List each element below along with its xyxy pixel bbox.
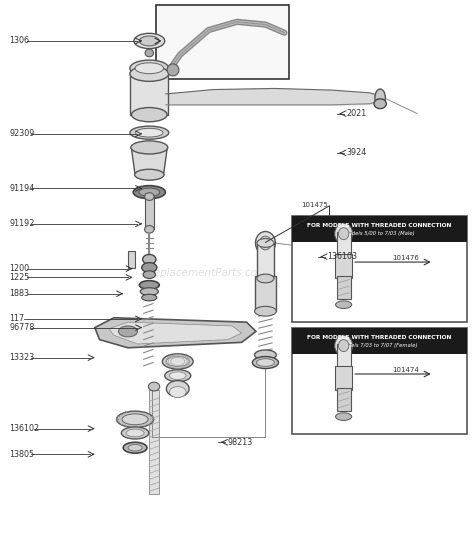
- Text: 1306: 1306: [9, 37, 29, 45]
- Ellipse shape: [130, 60, 169, 76]
- Ellipse shape: [375, 89, 385, 106]
- Text: 96778: 96778: [9, 323, 35, 332]
- Ellipse shape: [133, 186, 165, 199]
- Ellipse shape: [167, 64, 179, 76]
- Text: 13805: 13805: [9, 450, 35, 459]
- Text: 101475: 101475: [301, 202, 328, 207]
- Text: Models 5/00 to 7/03 (Male): Models 5/00 to 7/03 (Male): [344, 231, 414, 236]
- Ellipse shape: [162, 354, 193, 369]
- Ellipse shape: [255, 306, 276, 316]
- Ellipse shape: [139, 36, 159, 46]
- Ellipse shape: [165, 370, 191, 382]
- Ellipse shape: [255, 350, 276, 360]
- Ellipse shape: [135, 63, 164, 74]
- FancyBboxPatch shape: [255, 276, 276, 311]
- Ellipse shape: [170, 372, 186, 379]
- Text: 91192: 91192: [9, 219, 35, 228]
- FancyBboxPatch shape: [145, 197, 154, 229]
- Ellipse shape: [257, 274, 274, 283]
- Ellipse shape: [117, 411, 154, 428]
- FancyBboxPatch shape: [292, 216, 467, 322]
- Text: 92309: 92309: [9, 129, 35, 138]
- FancyBboxPatch shape: [292, 328, 467, 354]
- Ellipse shape: [143, 271, 155, 278]
- Ellipse shape: [142, 294, 157, 301]
- Ellipse shape: [143, 254, 156, 264]
- Polygon shape: [109, 322, 242, 344]
- Text: 1883: 1883: [9, 289, 29, 298]
- Text: 1225: 1225: [9, 273, 30, 282]
- Text: eReplacementParts.com: eReplacementParts.com: [140, 268, 267, 278]
- Text: 136103: 136103: [327, 252, 357, 261]
- Ellipse shape: [336, 413, 352, 420]
- Ellipse shape: [259, 236, 271, 250]
- Ellipse shape: [166, 381, 189, 397]
- Ellipse shape: [145, 225, 154, 233]
- Ellipse shape: [145, 49, 154, 57]
- FancyBboxPatch shape: [149, 390, 159, 494]
- Ellipse shape: [335, 335, 353, 356]
- Text: 13323: 13323: [9, 353, 35, 362]
- Ellipse shape: [142, 263, 157, 272]
- Polygon shape: [131, 147, 167, 175]
- Ellipse shape: [118, 326, 137, 337]
- Ellipse shape: [139, 281, 159, 289]
- Ellipse shape: [121, 427, 149, 439]
- Text: Models 7/03 to 7/07 (Female): Models 7/03 to 7/07 (Female): [340, 343, 418, 348]
- Ellipse shape: [128, 444, 142, 451]
- Text: 3924: 3924: [346, 149, 366, 157]
- FancyBboxPatch shape: [337, 388, 351, 411]
- Text: 98213: 98213: [228, 438, 253, 447]
- Polygon shape: [95, 318, 256, 348]
- FancyBboxPatch shape: [337, 232, 351, 257]
- Ellipse shape: [130, 66, 169, 81]
- Ellipse shape: [131, 141, 168, 154]
- Ellipse shape: [170, 387, 186, 397]
- Ellipse shape: [338, 228, 349, 240]
- Ellipse shape: [374, 99, 386, 109]
- FancyBboxPatch shape: [257, 243, 274, 278]
- Ellipse shape: [126, 429, 144, 437]
- Text: 101476: 101476: [392, 255, 419, 261]
- Text: 117: 117: [9, 314, 25, 323]
- Ellipse shape: [166, 357, 189, 366]
- Ellipse shape: [336, 301, 352, 308]
- FancyBboxPatch shape: [292, 328, 467, 434]
- Ellipse shape: [122, 414, 148, 425]
- Ellipse shape: [136, 128, 163, 137]
- FancyBboxPatch shape: [335, 254, 352, 278]
- Ellipse shape: [131, 108, 167, 122]
- Ellipse shape: [148, 382, 160, 391]
- Ellipse shape: [139, 188, 160, 197]
- FancyBboxPatch shape: [292, 216, 467, 242]
- Text: 1200: 1200: [9, 264, 29, 273]
- Text: FOR MODELS WITH THREADED CONNECTION: FOR MODELS WITH THREADED CONNECTION: [307, 223, 451, 228]
- FancyBboxPatch shape: [156, 5, 289, 79]
- Text: 91194: 91194: [9, 184, 35, 193]
- Ellipse shape: [257, 239, 274, 247]
- FancyBboxPatch shape: [335, 366, 352, 390]
- Ellipse shape: [145, 193, 154, 200]
- FancyBboxPatch shape: [130, 74, 168, 115]
- Ellipse shape: [256, 359, 274, 366]
- Ellipse shape: [338, 340, 349, 352]
- Ellipse shape: [130, 126, 169, 139]
- Text: 136102: 136102: [9, 424, 40, 433]
- Text: FOR MODELS WITH THREADED CONNECTION: FOR MODELS WITH THREADED CONNECTION: [307, 335, 451, 340]
- FancyBboxPatch shape: [337, 276, 351, 299]
- Text: 2021: 2021: [346, 109, 366, 118]
- FancyBboxPatch shape: [128, 251, 135, 268]
- Ellipse shape: [335, 223, 353, 244]
- Ellipse shape: [140, 288, 158, 295]
- Text: 101474: 101474: [392, 367, 419, 373]
- Ellipse shape: [252, 357, 279, 369]
- Ellipse shape: [255, 232, 275, 254]
- Ellipse shape: [123, 442, 147, 453]
- Ellipse shape: [134, 33, 165, 49]
- Ellipse shape: [135, 169, 164, 180]
- FancyBboxPatch shape: [337, 344, 351, 369]
